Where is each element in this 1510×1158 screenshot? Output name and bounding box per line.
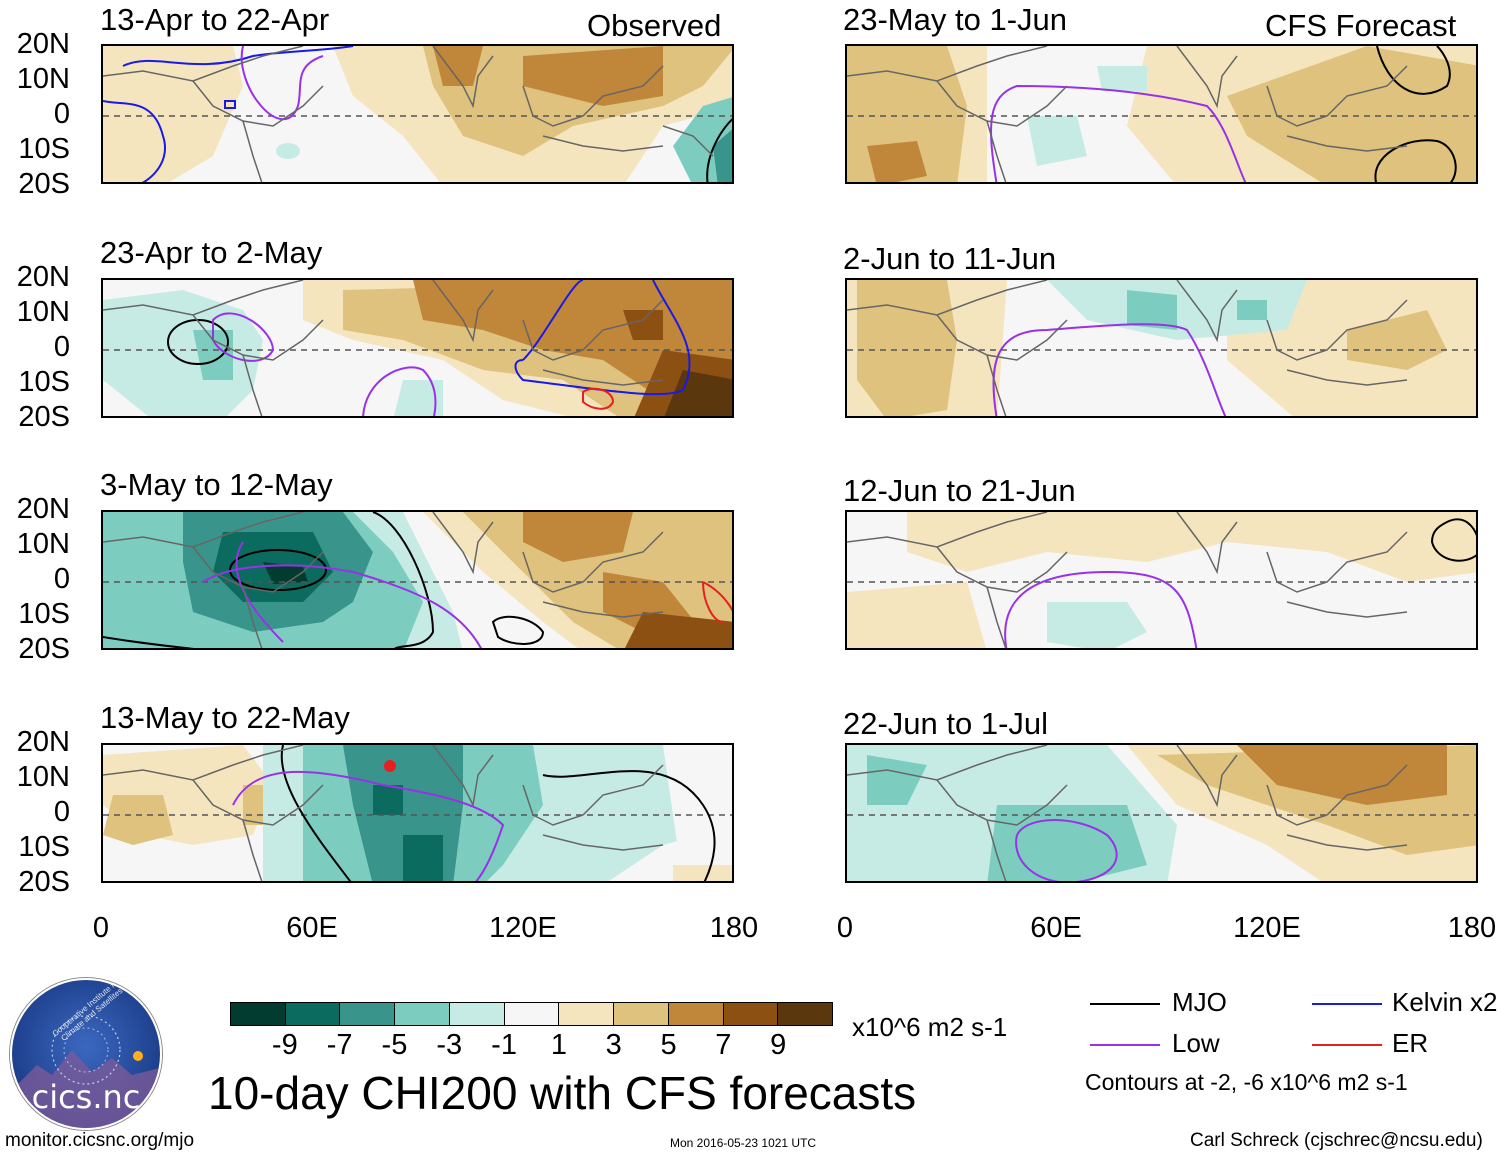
forecast-header: CFS Forecast bbox=[1265, 8, 1457, 43]
lon-label: 0 bbox=[92, 912, 110, 944]
colorbar-swatch bbox=[395, 1003, 450, 1025]
lat-label: 10N bbox=[16, 296, 70, 328]
lat-label: 20S bbox=[18, 633, 70, 665]
lon-label: 120E bbox=[489, 912, 557, 944]
panel-title-obs-2: 23-Apr to 2-May bbox=[100, 235, 323, 270]
colorbar-swatch bbox=[668, 1003, 724, 1025]
colorbar-swatch bbox=[340, 1003, 396, 1025]
lat-label: 10N bbox=[16, 761, 70, 793]
lon-label: 0 bbox=[836, 912, 854, 944]
colorbar-swatch bbox=[559, 1003, 615, 1025]
lat-label: 20N bbox=[16, 726, 70, 758]
observed-header: Observed bbox=[587, 8, 722, 43]
panel-title-obs-1: 13-Apr to 22-Apr bbox=[100, 2, 330, 37]
colorbar-tick-label: 3 bbox=[605, 1029, 622, 1061]
map-panel-forecast-4 bbox=[845, 743, 1478, 883]
footer-author: Carl Schreck (cjschrec@ncsu.edu) bbox=[1190, 1130, 1483, 1151]
panel-title-fcst-1: 23-May to 1-Jun bbox=[843, 2, 1067, 37]
lat-label: 20S bbox=[18, 401, 70, 433]
panel-title-obs-4: 13-May to 22-May bbox=[100, 700, 350, 735]
lat-label: 0 bbox=[53, 796, 70, 828]
map-panel-observed-4 bbox=[101, 743, 734, 883]
lat-label: 10S bbox=[18, 831, 70, 863]
map-panel-forecast-1 bbox=[845, 44, 1478, 184]
lat-label: 10S bbox=[18, 598, 70, 630]
lon-label: 180 bbox=[1447, 912, 1497, 944]
panel-title-obs-3: 3-May to 12-May bbox=[100, 467, 333, 502]
colorbar-swatch bbox=[285, 1003, 341, 1025]
lat-label: 0 bbox=[53, 563, 70, 595]
legend-label-kelvin: Kelvin x2 bbox=[1392, 987, 1498, 1017]
legend-line-low bbox=[1090, 1044, 1160, 1046]
legend-label-mjo: MJO bbox=[1172, 987, 1227, 1017]
lat-label: 20S bbox=[18, 168, 70, 200]
colorbar-tick-label: 1 bbox=[550, 1029, 567, 1061]
map-panel-observed-1 bbox=[101, 44, 734, 184]
cics-logo: Cooperative Institute for Climate and Sa… bbox=[10, 978, 162, 1130]
colorbar-swatch bbox=[504, 1003, 560, 1025]
legend-line-kelvin bbox=[1312, 1003, 1382, 1005]
main-title: 10-day CHI200 with CFS forecasts bbox=[208, 1067, 917, 1119]
panel-title-fcst-2: 2-Jun to 11-Jun bbox=[843, 241, 1057, 276]
footer-timestamp: Mon 2016-05-23 1021 UTC bbox=[670, 1136, 817, 1150]
colorbar-tick-label: -1 bbox=[491, 1029, 517, 1061]
map-panel-observed-3 bbox=[101, 510, 734, 650]
colorbar-tick-label: -3 bbox=[436, 1029, 463, 1061]
lon-label: 60E bbox=[1030, 912, 1082, 944]
colorbar-swatch bbox=[723, 1003, 779, 1025]
lon-label: 120E bbox=[1233, 912, 1301, 944]
lon-label: 60E bbox=[286, 912, 338, 944]
map-panel-forecast-2 bbox=[845, 278, 1478, 418]
lat-label: 20N bbox=[16, 28, 70, 60]
colorbar-tick-label: -7 bbox=[326, 1029, 353, 1061]
colorbar-tick-label: 5 bbox=[660, 1029, 677, 1061]
colorbar-tick-label: 9 bbox=[770, 1029, 787, 1061]
legend-line-mjo bbox=[1090, 1003, 1160, 1005]
footer-url[interactable]: monitor.cicsnc.org/mjo bbox=[5, 1130, 195, 1151]
lat-label: 10N bbox=[16, 528, 70, 560]
lat-label: 10S bbox=[18, 133, 70, 165]
lat-label: 20N bbox=[16, 261, 70, 293]
lat-label: 10N bbox=[16, 63, 70, 95]
lat-label: 20N bbox=[16, 493, 70, 525]
legend-line-er bbox=[1312, 1044, 1382, 1046]
map-panel-observed-2 bbox=[101, 278, 734, 418]
colorbar-swatch bbox=[231, 1003, 286, 1025]
colorbar-swatch bbox=[614, 1003, 669, 1025]
colorbar bbox=[230, 1002, 833, 1026]
logo-text: cics.nc bbox=[31, 1078, 141, 1116]
lat-label: 0 bbox=[53, 331, 70, 363]
colorbar-units: x10^6 m2 s-1 bbox=[852, 1012, 1008, 1042]
map-panel-forecast-3 bbox=[845, 510, 1478, 650]
legend-note: Contours at -2, -6 x10^6 m2 s-1 bbox=[1085, 1069, 1408, 1095]
lat-label: 0 bbox=[53, 98, 70, 130]
lat-label: 20S bbox=[18, 866, 70, 898]
legend-label-low: Low bbox=[1172, 1028, 1220, 1058]
colorbar-tick-label: 7 bbox=[715, 1029, 732, 1061]
colorbar-tick-label: -9 bbox=[271, 1029, 298, 1061]
legend-label-er: ER bbox=[1392, 1028, 1429, 1058]
panel-title-fcst-3: 12-Jun to 21-Jun bbox=[843, 473, 1076, 508]
colorbar-swatch bbox=[449, 1003, 505, 1025]
colorbar-swatch bbox=[778, 1003, 833, 1025]
colorbar-tick-label: -5 bbox=[381, 1029, 408, 1061]
lon-label: 180 bbox=[709, 912, 759, 944]
lat-label: 10S bbox=[18, 366, 70, 398]
panel-title-fcst-4: 22-Jun to 1-Jul bbox=[843, 706, 1049, 741]
